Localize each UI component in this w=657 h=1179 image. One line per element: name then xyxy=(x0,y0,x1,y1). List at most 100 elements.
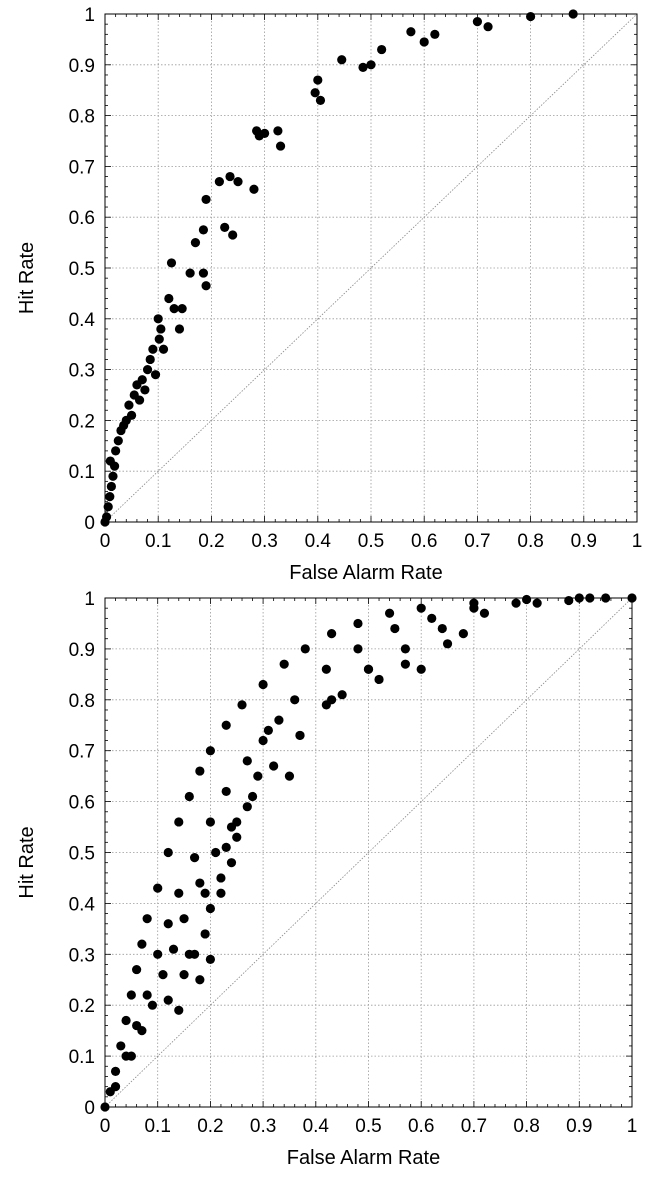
data-point xyxy=(249,184,259,194)
data-point xyxy=(522,594,532,605)
data-point xyxy=(419,37,429,47)
data-point xyxy=(275,141,286,151)
x-tick-label: 0.1 xyxy=(144,1116,170,1137)
x-tick-label: 0.9 xyxy=(566,1116,592,1137)
data-point xyxy=(442,639,453,649)
data-point xyxy=(279,659,289,669)
x-tick-label: 0.3 xyxy=(251,531,277,552)
data-point xyxy=(221,842,231,853)
data-points xyxy=(100,593,637,1112)
data-point xyxy=(242,756,252,766)
y-tick-label: 0.3 xyxy=(69,945,95,966)
x-tick-label: 0.8 xyxy=(517,531,543,552)
y-tick-label: 0.4 xyxy=(69,894,96,915)
data-point xyxy=(469,603,479,613)
data-point xyxy=(101,512,112,522)
data-point xyxy=(137,375,147,385)
data-point xyxy=(153,949,163,959)
data-point xyxy=(142,914,152,924)
data-point xyxy=(205,954,215,964)
data-point xyxy=(430,29,440,39)
data-point xyxy=(384,608,395,618)
x-tick-label: 0.4 xyxy=(305,531,332,552)
data-point xyxy=(416,664,426,674)
data-point xyxy=(479,608,490,618)
data-point xyxy=(168,944,179,954)
data-point xyxy=(400,659,410,669)
data-point xyxy=(174,1005,184,1015)
data-point xyxy=(242,802,252,812)
data-point xyxy=(458,629,468,639)
data-points xyxy=(100,9,578,527)
data-point xyxy=(390,623,400,634)
data-point xyxy=(205,817,215,827)
data-point xyxy=(258,735,268,746)
data-point xyxy=(526,11,536,22)
data-point xyxy=(154,334,164,344)
data-point xyxy=(327,629,337,639)
data-point xyxy=(198,225,209,235)
y-tick-label: 0.8 xyxy=(69,107,95,128)
axis-ticks xyxy=(104,597,633,1108)
axis-ticks xyxy=(104,13,638,523)
data-point xyxy=(163,995,173,1005)
data-point xyxy=(124,400,134,410)
y-tick-label: 0.1 xyxy=(69,1047,95,1068)
data-point xyxy=(150,370,161,380)
data-point xyxy=(427,613,437,623)
data-point xyxy=(205,746,215,756)
data-point xyxy=(147,1000,158,1010)
data-point xyxy=(532,598,542,608)
x-tick-label: 0.1 xyxy=(145,531,171,552)
data-point xyxy=(158,344,169,354)
data-point xyxy=(200,929,210,939)
y-tick-label: 0.3 xyxy=(69,361,95,382)
data-point xyxy=(113,436,123,446)
data-point xyxy=(214,177,224,187)
y-tick-label: 0.9 xyxy=(69,56,95,77)
data-point xyxy=(211,847,221,858)
x-tick-label: 0.2 xyxy=(197,1116,223,1137)
data-point xyxy=(195,878,205,888)
data-point xyxy=(273,126,283,136)
y-tick-label: 0.6 xyxy=(69,793,95,814)
roc-scatter-top: 0 0.1 0.2 0.3 0.4 0.5 0.6 0.7 0.8 0.9 1 0 0.1 0.2 0.3 0… xyxy=(16,5,642,584)
x-tick-label: 0.4 xyxy=(303,1116,330,1137)
data-point xyxy=(174,888,184,898)
data-point xyxy=(216,888,226,898)
data-point xyxy=(483,22,493,32)
x-tick-label: 1 xyxy=(632,531,643,552)
data-point xyxy=(137,939,147,949)
x-tick-label: 0 xyxy=(100,531,111,552)
data-point xyxy=(174,817,184,827)
data-point xyxy=(310,88,320,98)
data-point xyxy=(216,873,226,883)
x-tick-label: 0.5 xyxy=(355,1116,381,1137)
data-point xyxy=(126,990,136,1000)
y-tick-label: 1 xyxy=(84,589,95,610)
data-point xyxy=(290,695,300,705)
y-tick-label: 0.4 xyxy=(69,310,96,331)
data-point xyxy=(132,964,142,975)
x-tick-label: 0.6 xyxy=(408,1116,434,1137)
data-point xyxy=(437,623,447,634)
data-point xyxy=(205,903,215,914)
data-point xyxy=(127,410,137,420)
data-point xyxy=(237,700,247,710)
data-point xyxy=(103,502,113,512)
data-point xyxy=(148,344,158,354)
data-point xyxy=(140,385,150,395)
data-point xyxy=(232,817,242,827)
data-point xyxy=(321,700,331,710)
data-point xyxy=(190,238,201,248)
x-tick-label: 0.6 xyxy=(411,531,437,552)
data-point xyxy=(100,1102,110,1112)
x-tick-label: 0.5 xyxy=(358,531,384,552)
y-tick-label: 0.8 xyxy=(69,691,95,712)
data-point xyxy=(142,990,152,1000)
data-point xyxy=(585,593,595,603)
data-point xyxy=(315,95,326,105)
data-point xyxy=(221,786,231,797)
chance-diagonal-line xyxy=(104,597,633,1108)
data-point xyxy=(158,970,168,980)
